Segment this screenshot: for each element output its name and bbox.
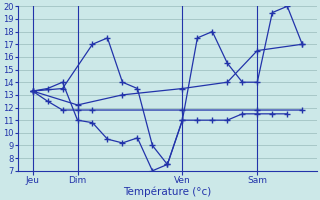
X-axis label: Température (°c): Température (°c) <box>123 187 212 197</box>
